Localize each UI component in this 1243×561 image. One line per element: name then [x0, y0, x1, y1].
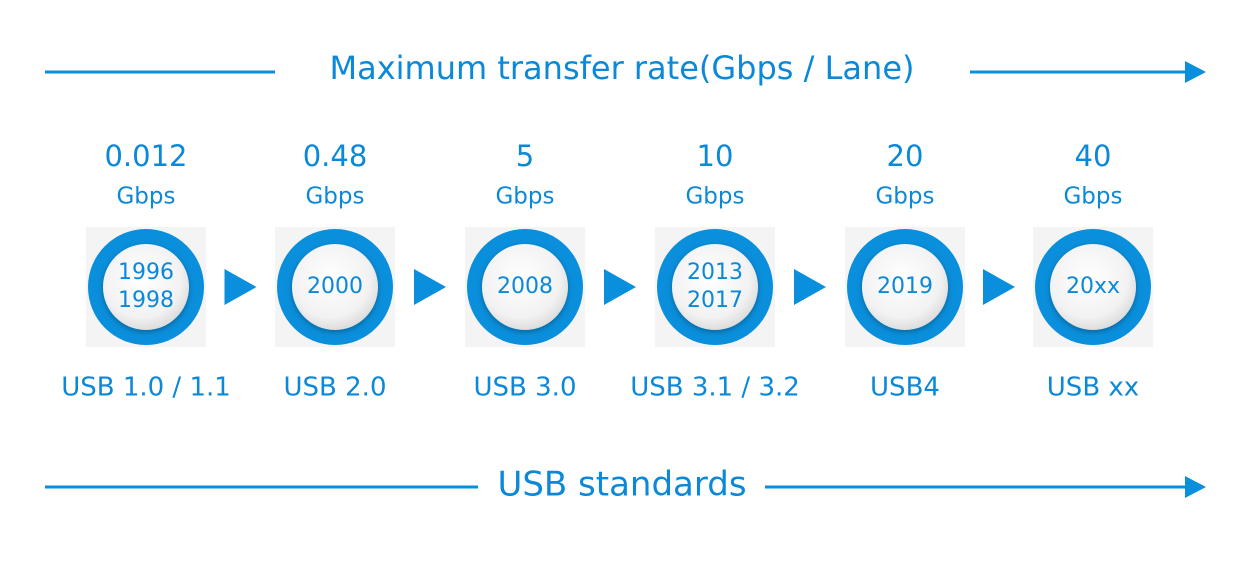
rate: 10 [697, 139, 734, 173]
rate: 20 [887, 139, 924, 173]
standard: USB 1.0 / 1.1 [61, 373, 231, 403]
step: 0.012 Gbps 1996 1998 USB 1.0 / 1.1 [61, 139, 257, 403]
rate: 5 [516, 139, 534, 173]
standard: USB 3.0 [474, 373, 577, 403]
standard: USB 2.0 [284, 373, 387, 403]
step: 0.48 Gbps 2000 USB 2.0 [275, 139, 446, 403]
rate: 0.012 [104, 139, 187, 173]
rate-unit: Gbps [116, 184, 175, 210]
arrow-head [1185, 61, 1206, 83]
rate-unit: Gbps [1063, 184, 1122, 210]
inner-circle [103, 244, 189, 330]
year: 2019 [877, 274, 933, 299]
rate-unit: Gbps [875, 184, 934, 210]
year: 1996 [118, 260, 174, 285]
step-arrow [414, 269, 446, 305]
year: 2000 [307, 274, 363, 299]
standard: USB 3.1 / 3.2 [630, 373, 800, 403]
arrow-head [1185, 476, 1206, 498]
rate: 40 [1075, 139, 1112, 173]
rate-unit: Gbps [685, 184, 744, 210]
year: 2013 [687, 260, 743, 285]
rate: 0.48 [303, 139, 368, 173]
rate-unit: Gbps [305, 184, 364, 210]
standard: USB xx [1047, 373, 1139, 403]
step: 40 Gbps 20xx USB xx [1033, 139, 1153, 403]
year: 1998 [118, 288, 174, 313]
step: 10 Gbps 2013 2017 USB 3.1 / 3.2 [630, 139, 826, 403]
year: 20xx [1066, 274, 1120, 299]
header-title: Maximum transfer rate(Gbps / Lane) [330, 49, 915, 87]
step-arrow [604, 269, 636, 305]
rate-unit: Gbps [495, 184, 554, 210]
standard: USB4 [870, 373, 940, 403]
footer-title: USB standards [497, 465, 746, 505]
inner-circle [672, 244, 758, 330]
year: 2008 [497, 274, 553, 299]
year: 2017 [687, 288, 743, 313]
top-arrow: Maximum transfer rate(Gbps / Lane) [45, 49, 1206, 87]
inner-circle [292, 244, 378, 330]
inner-circle [862, 244, 948, 330]
step: 5 Gbps 2008 USB 3.0 [465, 139, 636, 403]
inner-circle [1050, 244, 1136, 330]
inner-circle [482, 244, 568, 330]
step-arrow [983, 269, 1015, 305]
step-arrow [794, 269, 826, 305]
step-arrow [224, 269, 257, 305]
step: 20 Gbps 2019 USB4 [845, 139, 1015, 403]
bottom-arrow: USB standards [45, 465, 1206, 505]
